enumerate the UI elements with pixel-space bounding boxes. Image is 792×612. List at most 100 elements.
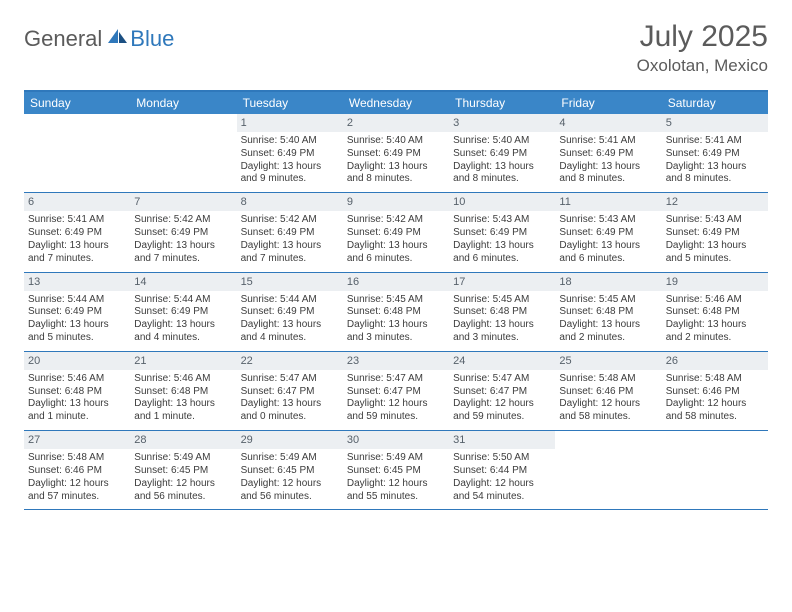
calendar-day: 2Sunrise: 5:40 AMSunset: 6:49 PMDaylight… [343, 114, 449, 192]
sunrise-line: Sunrise: 5:45 AM [559, 294, 657, 307]
calendar-day: 30Sunrise: 5:49 AMSunset: 6:45 PMDayligh… [343, 431, 449, 509]
day-number: 10 [449, 193, 555, 211]
daylight-line-1: Daylight: 13 hours [241, 161, 339, 174]
daylight-line-2: and 1 minute. [28, 411, 126, 424]
day-number: 2 [343, 114, 449, 132]
sunset-line: Sunset: 6:49 PM [134, 306, 232, 319]
sunrise-line: Sunrise: 5:41 AM [559, 135, 657, 148]
daylight-line-2: and 59 minutes. [453, 411, 551, 424]
sunset-line: Sunset: 6:48 PM [28, 386, 126, 399]
calendar-body: ..1Sunrise: 5:40 AMSunset: 6:49 PMDaylig… [24, 114, 768, 510]
sunset-line: Sunset: 6:48 PM [666, 306, 764, 319]
calendar-day: 4Sunrise: 5:41 AMSunset: 6:49 PMDaylight… [555, 114, 661, 192]
sunrise-line: Sunrise: 5:48 AM [28, 452, 126, 465]
day-number: 17 [449, 273, 555, 291]
daylight-line-2: and 57 minutes. [28, 491, 126, 504]
sunrise-line: Sunrise: 5:47 AM [453, 373, 551, 386]
logo: General Blue [24, 26, 174, 52]
sunset-line: Sunset: 6:45 PM [347, 465, 445, 478]
daylight-line-1: Daylight: 13 hours [134, 319, 232, 332]
day-number: 12 [662, 193, 768, 211]
sunset-line: Sunset: 6:46 PM [666, 386, 764, 399]
sunset-line: Sunset: 6:49 PM [347, 148, 445, 161]
calendar-day: 1Sunrise: 5:40 AMSunset: 6:49 PMDaylight… [237, 114, 343, 192]
sunset-line: Sunset: 6:48 PM [453, 306, 551, 319]
sunset-line: Sunset: 6:49 PM [453, 148, 551, 161]
calendar-week: 6Sunrise: 5:41 AMSunset: 6:49 PMDaylight… [24, 193, 768, 272]
calendar-week: 27Sunrise: 5:48 AMSunset: 6:46 PMDayligh… [24, 431, 768, 510]
daylight-line-1: Daylight: 13 hours [559, 240, 657, 253]
sunset-line: Sunset: 6:46 PM [559, 386, 657, 399]
daylight-line-2: and 6 minutes. [453, 253, 551, 266]
day-number: 15 [237, 273, 343, 291]
daylight-line-1: Daylight: 12 hours [666, 398, 764, 411]
daylight-line-2: and 6 minutes. [347, 253, 445, 266]
calendar-day-empty: . [24, 114, 130, 192]
sunset-line: Sunset: 6:49 PM [559, 227, 657, 240]
day-number: 13 [24, 273, 130, 291]
daylight-line-2: and 3 minutes. [347, 332, 445, 345]
sunrise-line: Sunrise: 5:49 AM [241, 452, 339, 465]
daylight-line-1: Daylight: 12 hours [559, 398, 657, 411]
daylight-line-2: and 2 minutes. [666, 332, 764, 345]
calendar-day: 20Sunrise: 5:46 AMSunset: 6:48 PMDayligh… [24, 352, 130, 430]
sunrise-line: Sunrise: 5:46 AM [28, 373, 126, 386]
daylight-line-2: and 8 minutes. [559, 173, 657, 186]
calendar-day: 17Sunrise: 5:45 AMSunset: 6:48 PMDayligh… [449, 273, 555, 351]
day-number: 27 [24, 431, 130, 449]
daylight-line-1: Daylight: 13 hours [666, 319, 764, 332]
sunrise-line: Sunrise: 5:40 AM [241, 135, 339, 148]
daylight-line-1: Daylight: 13 hours [559, 161, 657, 174]
daylight-line-2: and 8 minutes. [666, 173, 764, 186]
calendar-week: ..1Sunrise: 5:40 AMSunset: 6:49 PMDaylig… [24, 114, 768, 193]
calendar-day-empty: . [662, 431, 768, 509]
calendar-day: 22Sunrise: 5:47 AMSunset: 6:47 PMDayligh… [237, 352, 343, 430]
logo-text-general: General [24, 26, 102, 52]
daylight-line-2: and 4 minutes. [241, 332, 339, 345]
sunrise-line: Sunrise: 5:49 AM [347, 452, 445, 465]
daylight-line-1: Daylight: 13 hours [453, 161, 551, 174]
calendar-day: 3Sunrise: 5:40 AMSunset: 6:49 PMDaylight… [449, 114, 555, 192]
day-number: 20 [24, 352, 130, 370]
sunrise-line: Sunrise: 5:48 AM [666, 373, 764, 386]
sunrise-line: Sunrise: 5:43 AM [559, 214, 657, 227]
calendar-day: 29Sunrise: 5:49 AMSunset: 6:45 PMDayligh… [237, 431, 343, 509]
sunrise-line: Sunrise: 5:46 AM [666, 294, 764, 307]
calendar-day: 13Sunrise: 5:44 AMSunset: 6:49 PMDayligh… [24, 273, 130, 351]
sunset-line: Sunset: 6:44 PM [453, 465, 551, 478]
day-number: 5 [662, 114, 768, 132]
daylight-line-1: Daylight: 12 hours [453, 398, 551, 411]
daylight-line-2: and 59 minutes. [347, 411, 445, 424]
daylight-line-1: Daylight: 13 hours [28, 319, 126, 332]
calendar-day: 26Sunrise: 5:48 AMSunset: 6:46 PMDayligh… [662, 352, 768, 430]
daylight-line-1: Daylight: 13 hours [241, 319, 339, 332]
daylight-line-2: and 5 minutes. [666, 253, 764, 266]
day-number: 11 [555, 193, 661, 211]
daylight-line-1: Daylight: 13 hours [666, 240, 764, 253]
calendar: SundayMondayTuesdayWednesdayThursdayFrid… [24, 90, 768, 510]
calendar-day-empty: . [555, 431, 661, 509]
calendar-day-empty: . [130, 114, 236, 192]
daylight-line-2: and 55 minutes. [347, 491, 445, 504]
sunrise-line: Sunrise: 5:46 AM [134, 373, 232, 386]
daylight-line-2: and 56 minutes. [134, 491, 232, 504]
sunrise-line: Sunrise: 5:47 AM [347, 373, 445, 386]
calendar-week: 13Sunrise: 5:44 AMSunset: 6:49 PMDayligh… [24, 273, 768, 352]
daylight-line-1: Daylight: 13 hours [347, 240, 445, 253]
sunset-line: Sunset: 6:49 PM [28, 227, 126, 240]
sunrise-line: Sunrise: 5:44 AM [241, 294, 339, 307]
daylight-line-2: and 7 minutes. [134, 253, 232, 266]
sunset-line: Sunset: 6:49 PM [347, 227, 445, 240]
day-number: 31 [449, 431, 555, 449]
sunrise-line: Sunrise: 5:45 AM [453, 294, 551, 307]
day-number: 21 [130, 352, 236, 370]
daylight-line-2: and 9 minutes. [241, 173, 339, 186]
day-number: 4 [555, 114, 661, 132]
calendar-day: 24Sunrise: 5:47 AMSunset: 6:47 PMDayligh… [449, 352, 555, 430]
day-number: 3 [449, 114, 555, 132]
sunset-line: Sunset: 6:49 PM [666, 227, 764, 240]
logo-text-blue: Blue [130, 26, 174, 52]
sunrise-line: Sunrise: 5:43 AM [666, 214, 764, 227]
daylight-line-1: Daylight: 13 hours [559, 319, 657, 332]
daylight-line-1: Daylight: 13 hours [241, 398, 339, 411]
